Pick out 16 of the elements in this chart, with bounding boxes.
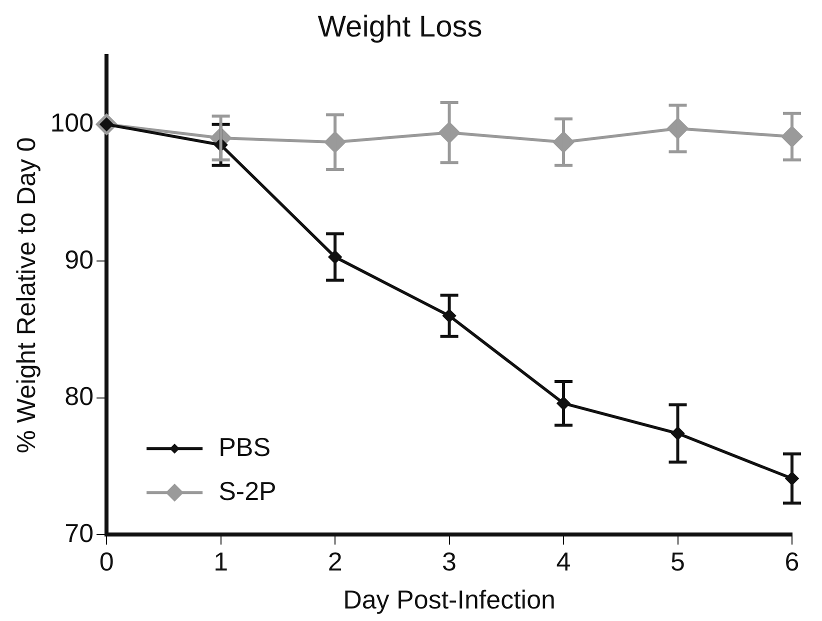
legend-label: PBS [218, 432, 271, 462]
y-tick-label: 100 [50, 108, 94, 138]
x-tick-label: 6 [784, 546, 800, 576]
x-axis-title: Day Post-Infection [343, 584, 556, 615]
x-tick-label: 1 [214, 546, 228, 576]
legend-label: S-2P [218, 476, 276, 506]
x-tick-label: 5 [670, 546, 685, 576]
y-axis-title: % Weight Relative to Day 0 [10, 137, 41, 454]
x-tick-label: 2 [328, 546, 342, 576]
y-tick-label: 90 [64, 244, 94, 274]
x-tick-label: 3 [442, 546, 457, 576]
x-tick-label: 0 [99, 546, 114, 576]
x-tick-label: 4 [556, 546, 571, 576]
chart-title: Weight Loss [318, 10, 482, 44]
y-tick-label: 70 [64, 518, 94, 548]
y-tick-label: 80 [64, 381, 94, 412]
